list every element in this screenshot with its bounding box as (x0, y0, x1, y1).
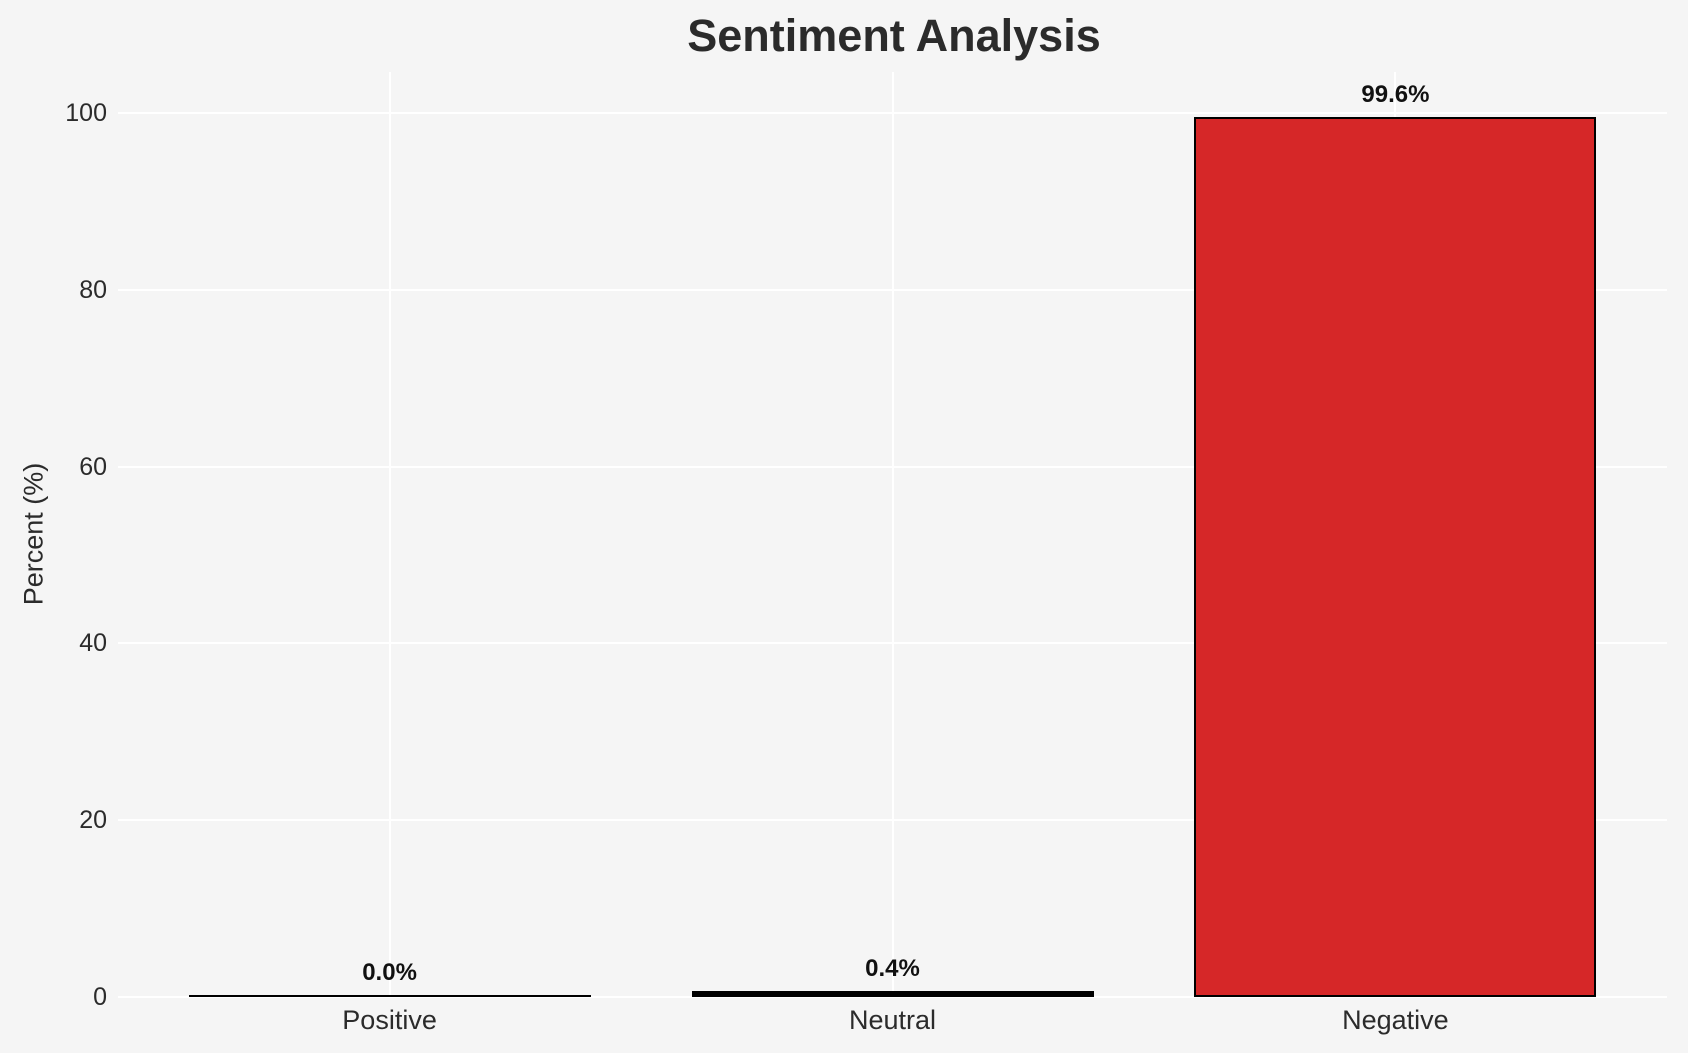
bar-value-label: 0.0% (362, 959, 417, 986)
y-tick-label: 100 (65, 99, 107, 127)
x-tick-label: Neutral (848, 1005, 937, 1035)
y-tick-label: 80 (79, 275, 107, 304)
bar-negative (1194, 117, 1596, 997)
gridline-horizontal (118, 996, 1667, 998)
x-tick-label: Negative (1342, 1005, 1449, 1035)
x-tick-label: Positive (342, 1005, 437, 1035)
y-tick-label: 20 (79, 806, 107, 835)
bar-value-label: 99.6% (1361, 81, 1430, 108)
chart-title: Sentiment Analysis (687, 10, 1101, 61)
gridline-vertical (891, 72, 894, 997)
y-tick-label: 40 (79, 629, 107, 658)
bar-neutral (692, 991, 1094, 997)
y-tick-label: 60 (79, 452, 107, 481)
bar-positive (189, 995, 591, 997)
y-axis-label: Percent (%) (18, 462, 49, 606)
y-tick-label: 0 (93, 983, 107, 1011)
bar-value-label: 0.4% (865, 955, 920, 982)
gridline-vertical (388, 72, 391, 997)
